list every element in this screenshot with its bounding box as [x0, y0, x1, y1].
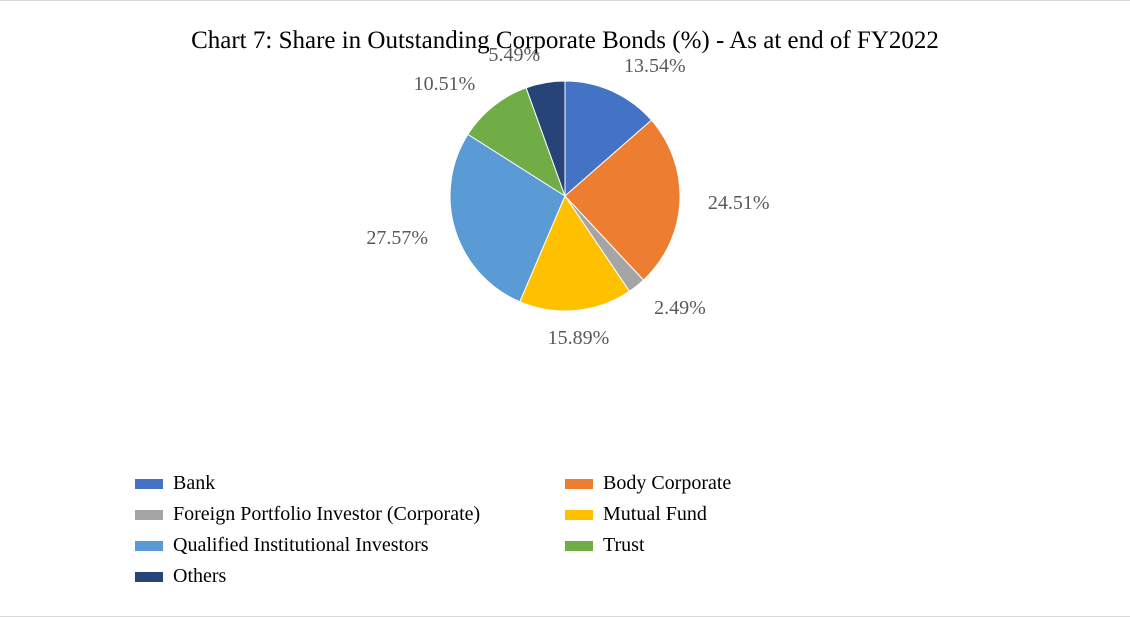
legend: Bank Body Corporate Foreign Portfolio Inve… [135, 468, 995, 592]
legend-swatch [565, 510, 593, 520]
legend-label: Mutual Fund [603, 503, 707, 526]
legend-label: Foreign Portfolio Investor (Corporate) [173, 503, 480, 526]
pie-data-label: 24.51% [708, 192, 770, 215]
legend-item: Trust [565, 530, 995, 561]
legend-label: Trust [603, 534, 645, 557]
pie-data-label: 10.51% [414, 73, 476, 96]
legend-item: Foreign Portfolio Investor (Corporate) [135, 499, 565, 530]
legend-item: Body Corporate [565, 468, 995, 499]
pie-area: 13.54%24.51%2.49%15.89%27.57%10.51%5.49% [0, 56, 1130, 468]
pie-data-label: 5.49% [488, 44, 540, 67]
legend-swatch [565, 541, 593, 551]
chart-container: Chart 7: Share in Outstanding Corporate … [0, 0, 1130, 617]
legend-swatch [135, 541, 163, 551]
legend-label: Qualified Institutional Investors [173, 534, 429, 557]
pie-svg [445, 76, 685, 316]
legend-swatch [135, 510, 163, 520]
legend-item: Others [135, 561, 565, 592]
legend-label: Body Corporate [603, 472, 731, 495]
legend-item: Bank [135, 468, 565, 499]
pie-data-label: 27.57% [366, 227, 428, 250]
pie-data-label: 15.89% [548, 327, 610, 350]
legend-item: Mutual Fund [565, 499, 995, 530]
pie-data-label: 13.54% [624, 55, 686, 78]
legend-swatch [565, 479, 593, 489]
pie-data-label: 2.49% [654, 297, 706, 320]
legend-swatch [135, 479, 163, 489]
legend-item: Qualified Institutional Investors [135, 530, 565, 561]
legend-label: Others [173, 565, 226, 588]
legend-swatch [135, 572, 163, 582]
legend-label: Bank [173, 472, 215, 495]
chart-title: Chart 7: Share in Outstanding Corporate … [71, 25, 1059, 56]
